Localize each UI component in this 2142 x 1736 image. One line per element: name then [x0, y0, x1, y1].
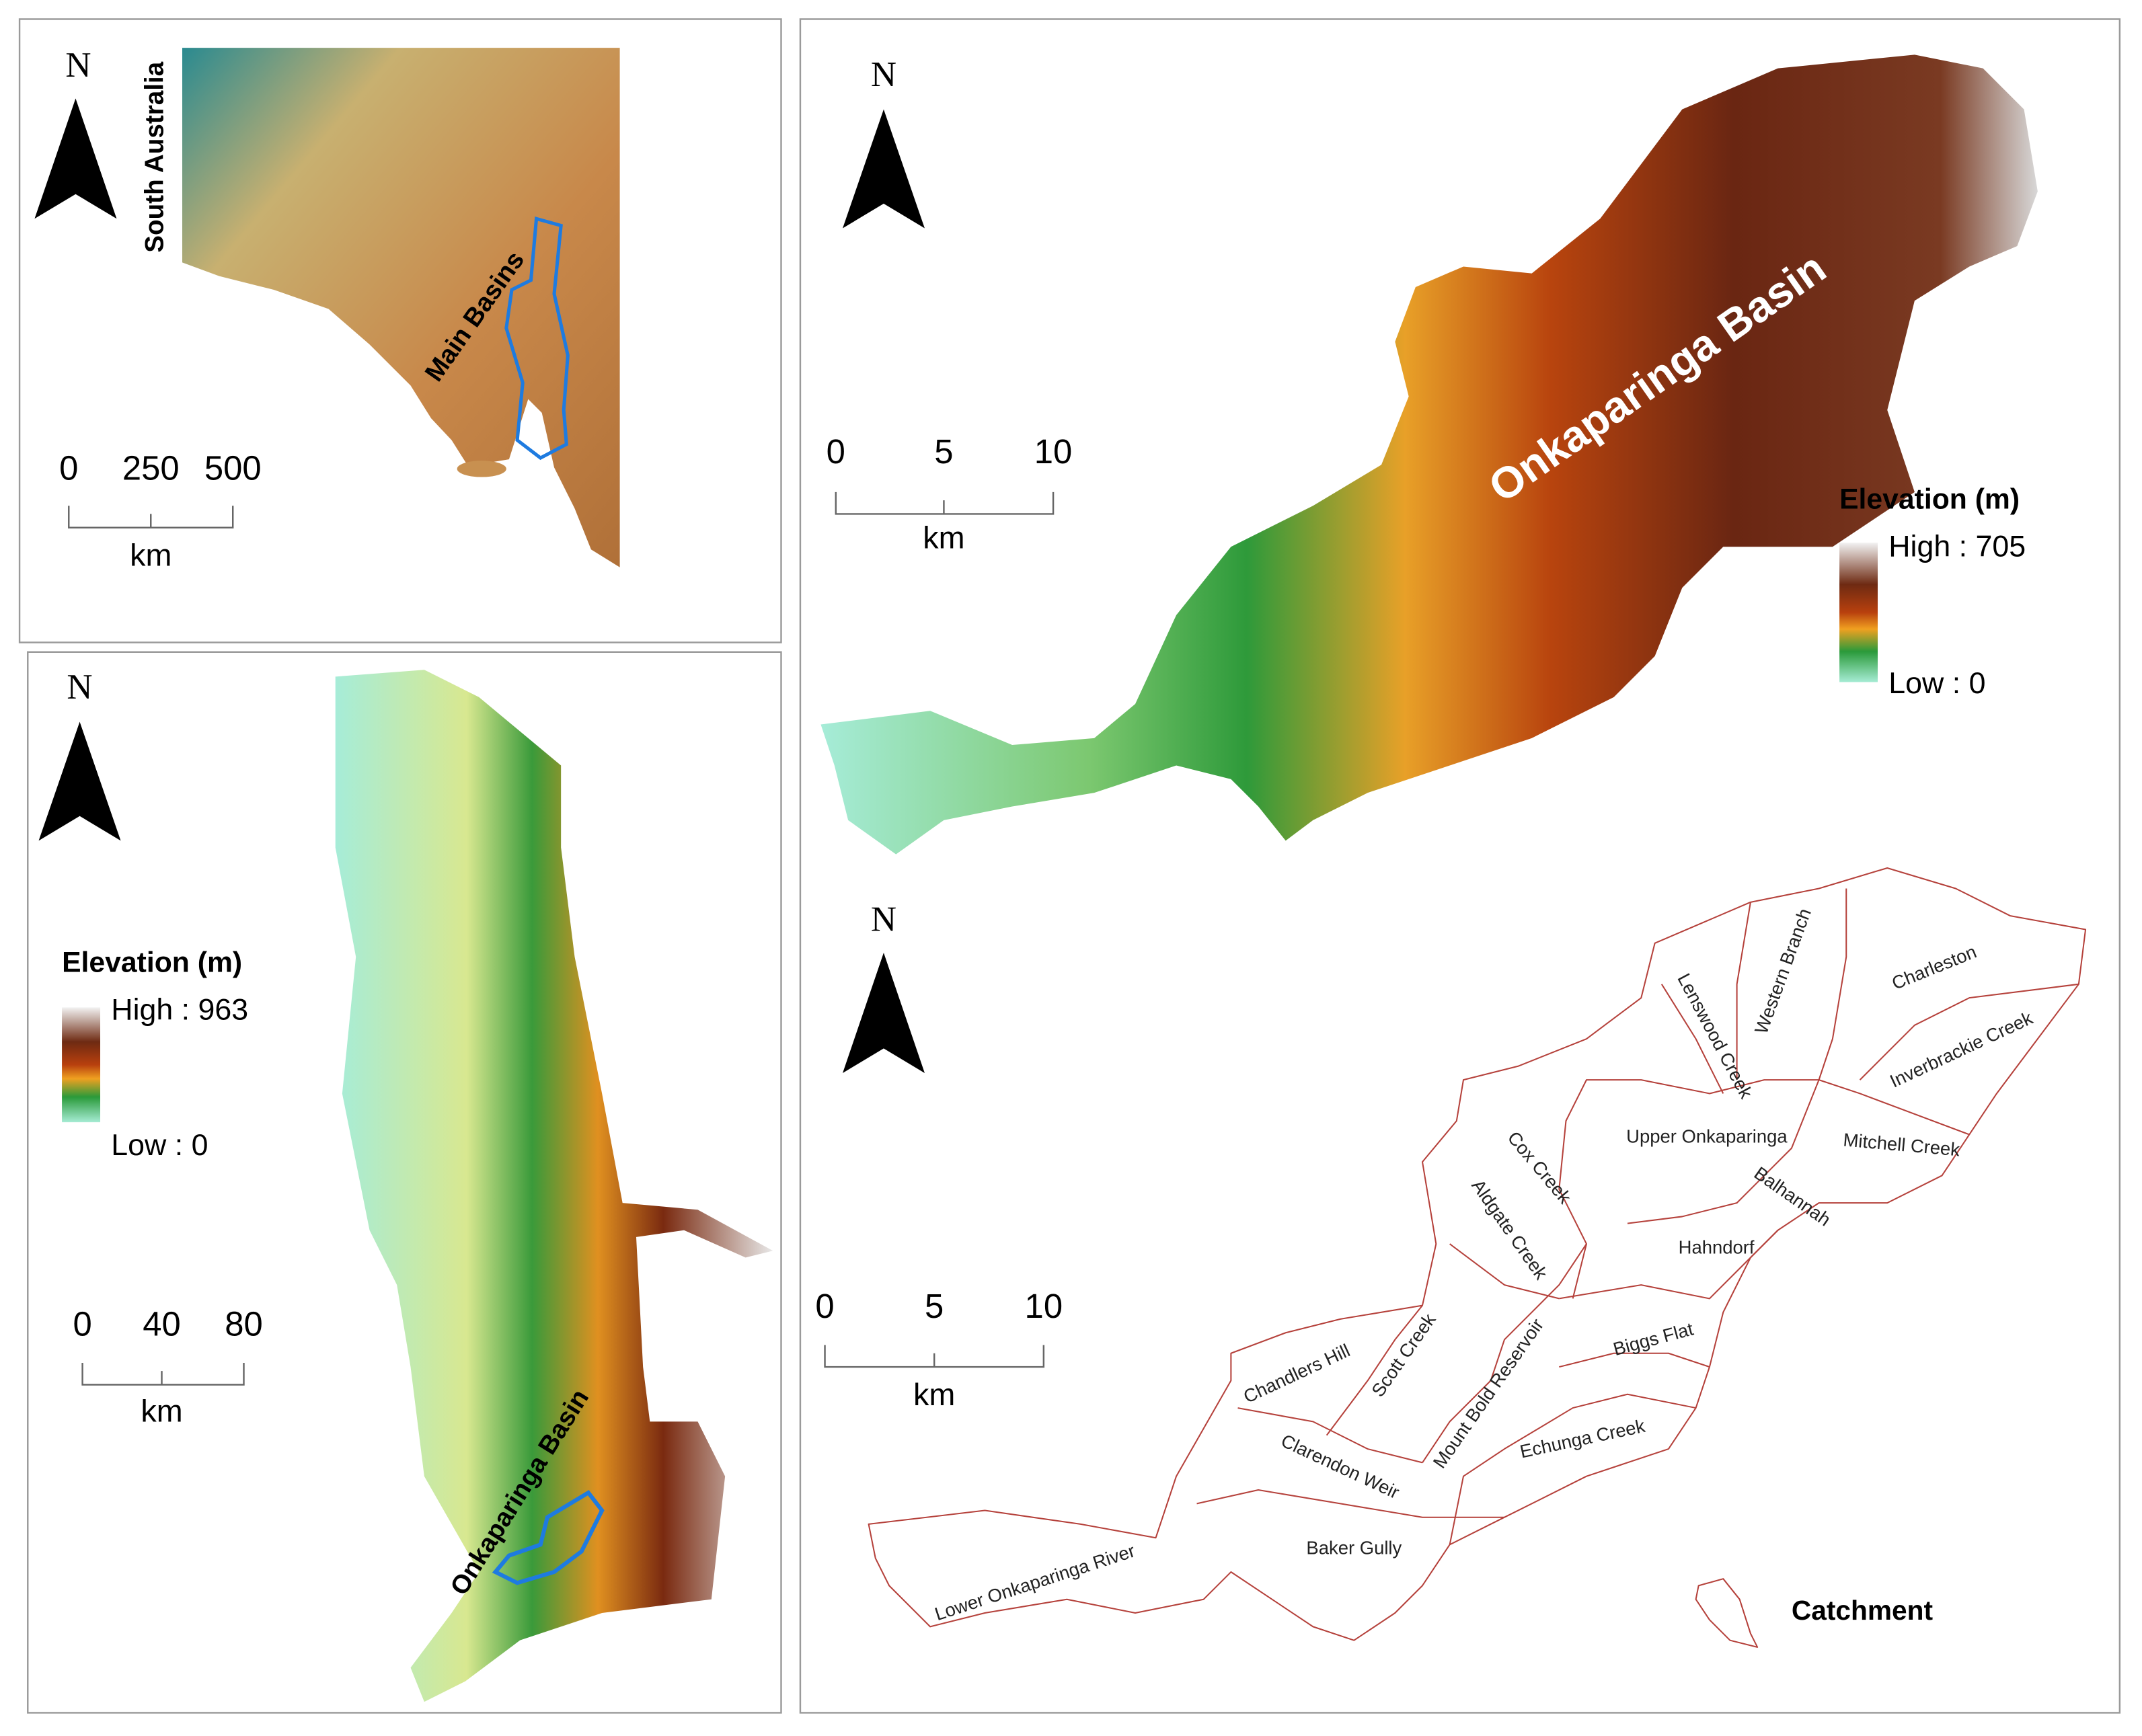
- catchment-divide: [1859, 983, 2079, 1080]
- catchment-divide: [1449, 1243, 1560, 1300]
- scale-label: 10: [1025, 1287, 1063, 1325]
- catchment-divide: [1326, 1304, 1423, 1436]
- kangaroo-island: [457, 461, 506, 477]
- catchment-divide: [1558, 1079, 1970, 1299]
- legend-label: Catchment: [1792, 1595, 1934, 1626]
- catchment-divide: [1627, 1079, 1820, 1224]
- catchment-divide: [1237, 1407, 1423, 1464]
- scale-unit: km: [923, 520, 964, 555]
- basin-outline: [504, 216, 570, 461]
- right-frame: [799, 18, 2121, 1714]
- legend-ramp: [1839, 543, 1878, 682]
- basin-outline: [492, 1490, 605, 1585]
- catchment-divide: [1422, 1243, 1587, 1463]
- region-label: South Australia: [141, 61, 169, 252]
- north-label: N: [871, 55, 896, 94]
- catchment-label: Lenswood Creek: [1673, 970, 1757, 1102]
- catchment-divide: [1660, 984, 1724, 1094]
- north-arrow: [842, 953, 925, 1073]
- scale-bar: [835, 491, 1055, 515]
- catchment-divide: [1818, 888, 1847, 1080]
- catchment-label: Baker Gully: [1306, 1538, 1402, 1559]
- north-label: N: [67, 668, 92, 707]
- scale-label: 500: [204, 449, 262, 487]
- catchment-divide: [1559, 1352, 1710, 1368]
- catchment-label: Echunga Creek: [1518, 1415, 1647, 1462]
- catchment-label: Charleston: [1889, 941, 1980, 994]
- catchment-label: Upper Onkaparinga: [1626, 1126, 1788, 1147]
- catchment-label: Western Branch: [1751, 906, 1815, 1037]
- scale-label: 80: [225, 1304, 263, 1343]
- catchment-label: Lower Onkaparinga River: [932, 1540, 1137, 1625]
- scale-label: 0: [815, 1287, 834, 1325]
- catchment-divide: [1736, 902, 1751, 1080]
- scale-label: 5: [925, 1287, 944, 1325]
- scale-label: 10: [1034, 432, 1073, 471]
- north-label: N: [871, 900, 896, 939]
- catchment-outline: [868, 867, 2087, 1641]
- catchment-divide: [1449, 1393, 1696, 1545]
- legend-high: High : 963: [111, 994, 248, 1027]
- catchment-divide: [1196, 1489, 1504, 1518]
- north-label: N: [65, 46, 91, 85]
- scale-bar: [81, 1362, 245, 1386]
- legend-title: Elevation (m): [62, 947, 242, 979]
- catchment-label: Clarendon Weir: [1278, 1430, 1402, 1503]
- scale-bar: [824, 1345, 1045, 1368]
- catchment-label: Chandlers Hill: [1240, 1340, 1353, 1407]
- legend-ramp: [62, 1007, 101, 1123]
- north-arrow: [38, 721, 121, 841]
- basin-elevation-map: [820, 54, 2038, 855]
- catchment-label: Inverbrackie Creek: [1886, 1007, 2036, 1092]
- catchment-label: Scott Creek: [1367, 1310, 1440, 1400]
- scale-label: 0: [827, 432, 845, 471]
- scale-label: 40: [143, 1304, 181, 1343]
- catchment-label: Hahndorf: [1679, 1236, 1755, 1257]
- catchment-label: Mitchell Creek: [1842, 1129, 1960, 1160]
- catchment-boundaries: [868, 867, 2087, 1641]
- scale-label: 250: [122, 449, 180, 487]
- inset-frame: [18, 18, 782, 643]
- legend-low: Low : 0: [111, 1129, 208, 1162]
- legend-swatch: [1695, 1578, 1759, 1648]
- south-australia-map: [182, 48, 620, 567]
- regional-frame: [27, 651, 782, 1714]
- scale-unit: km: [913, 1377, 955, 1412]
- scale-unit: km: [141, 1393, 182, 1428]
- north-arrow: [842, 109, 925, 229]
- scale-label: 5: [934, 432, 953, 471]
- north-arrow: [34, 98, 117, 219]
- scale-bar: [68, 506, 234, 528]
- catchment-divide: [1559, 1230, 1779, 1300]
- legend-title: Elevation (m): [1839, 483, 2020, 515]
- scale-unit: km: [130, 538, 171, 573]
- legend-low: Low : 0: [1888, 667, 1985, 700]
- scale-label: 0: [73, 1304, 91, 1343]
- scale-label: 0: [59, 449, 78, 487]
- regional-elevation-map: [335, 670, 773, 1702]
- legend-high: High : 705: [1888, 530, 2026, 563]
